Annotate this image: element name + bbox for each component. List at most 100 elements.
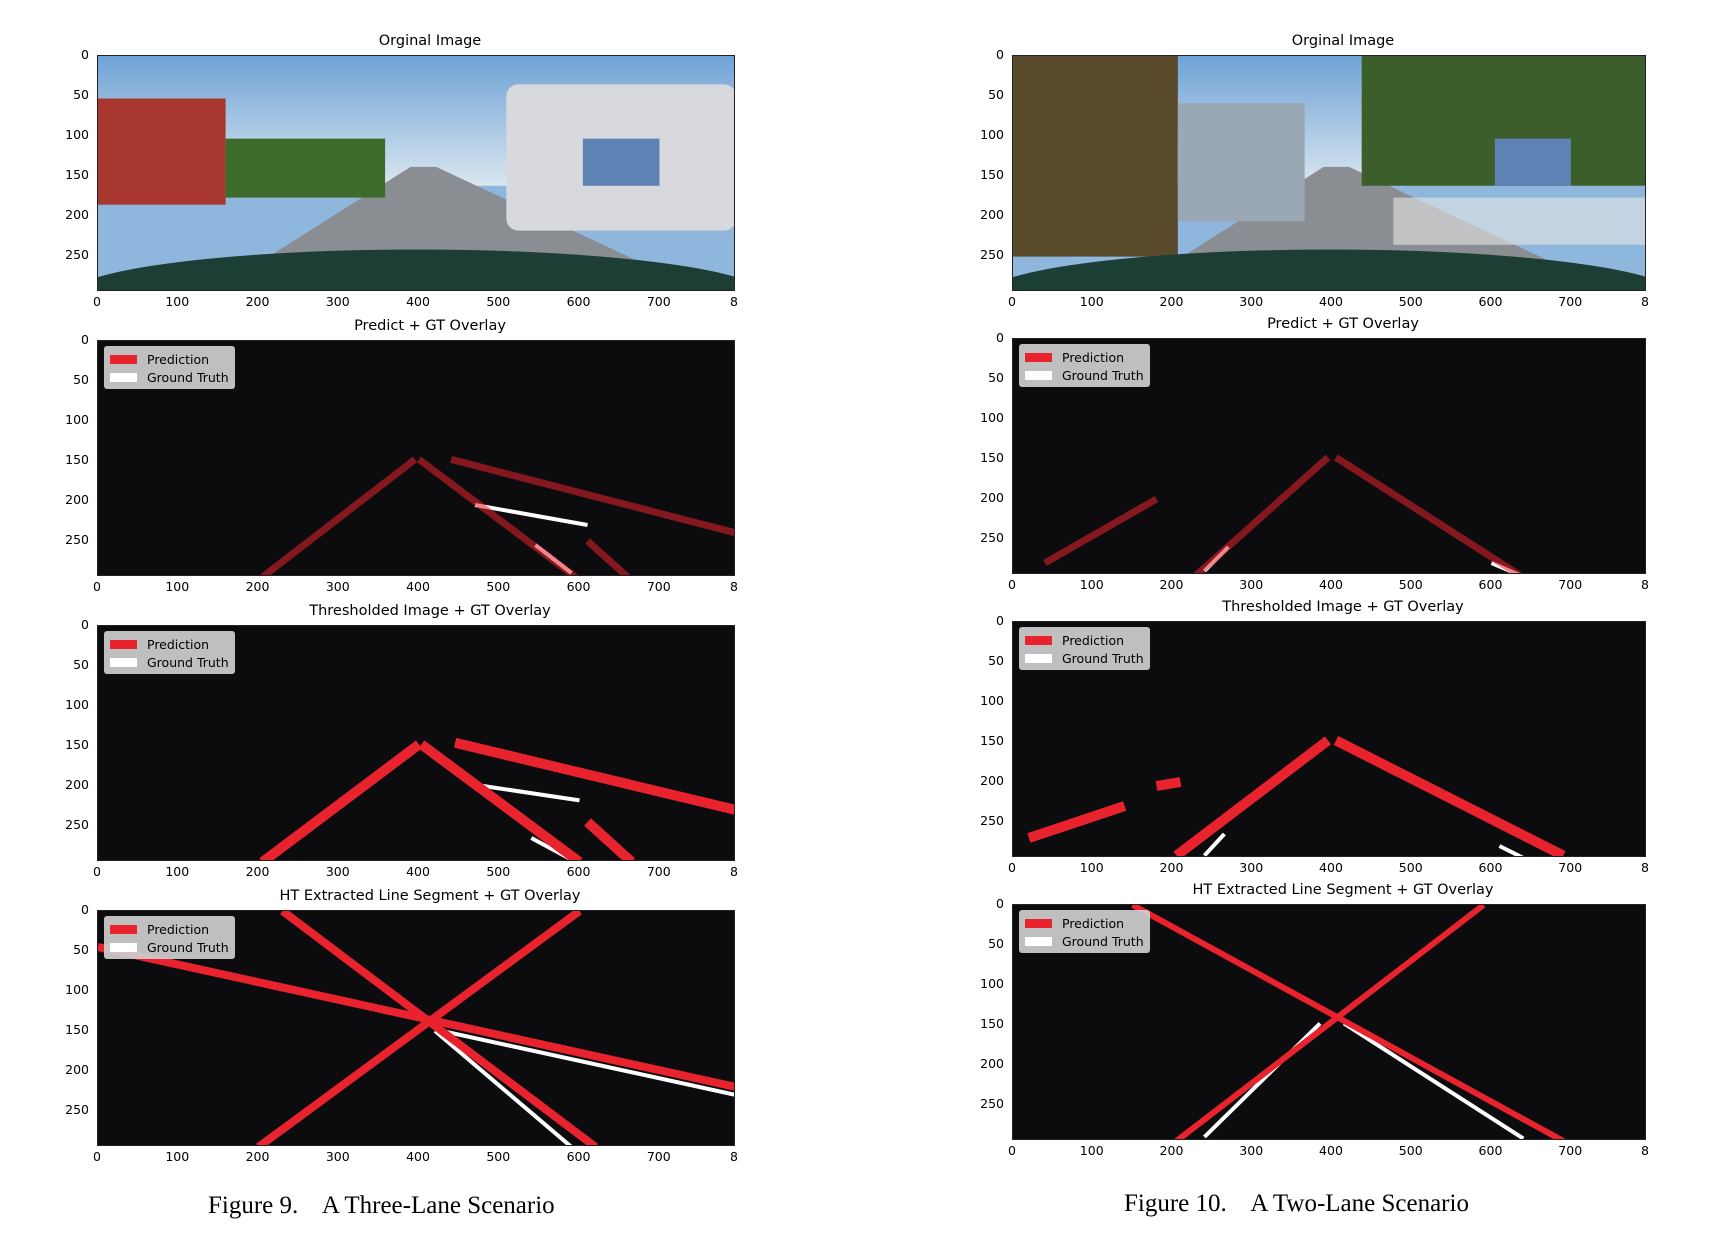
x-tick-label: 300 [1239,294,1264,309]
overlay-plot: Prediction Ground Truth [97,625,735,861]
x-tick-label: 700 [646,1149,671,1164]
x-tick-label: 8 [730,864,738,879]
legend-item-ground-truth: Ground Truth [110,938,229,956]
x-tick-label: 0 [93,294,101,309]
x-tick-label: 100 [165,1149,190,1164]
x-tick-label: 8 [730,294,738,309]
legend-item-ground-truth: Ground Truth [110,653,229,671]
ground-truth-lane [482,784,580,803]
ground-truth-swatch [110,372,137,382]
legend-label: Prediction [1062,915,1125,931]
legend-label: Ground Truth [1062,367,1144,383]
y-tick-label: 0 [81,902,89,917]
y-tick-label: 100 [980,693,1004,708]
y-tick-label: 100 [980,410,1004,425]
y-tick-label: 250 [65,532,89,547]
x-tick-label: 0 [1008,294,1016,309]
y-tick-label: 100 [980,976,1004,991]
x-tick-label: 200 [245,579,270,594]
x-tick-label: 0 [93,864,101,879]
x-tick-label: 300 [325,294,350,309]
ground-truth-lane [474,503,588,527]
x-tick-label: 0 [1008,860,1016,875]
y-tick-label: 100 [980,127,1004,142]
legend-label: Prediction [147,921,210,937]
plot-canvas [259,737,734,860]
x-tick-label: 300 [1239,1143,1264,1158]
legend-item-prediction: Prediction [110,350,229,368]
y-tick-label: 50 [73,657,89,672]
x-tick-label: 500 [1398,294,1423,309]
prediction-lane [280,911,598,1145]
x-tick-label: 100 [1079,577,1104,592]
panel-title: Orginal Image [1291,33,1395,49]
ground-truth-swatch [1025,936,1052,946]
x-tick-label: 400 [1319,1143,1343,1158]
y-tick-label: 0 [81,617,89,632]
x-tick-label: 8 [1641,577,1649,592]
x-tick-label: 200 [245,1149,270,1164]
y-tick-label: 200 [65,492,89,507]
x-tick-label: 400 [406,294,430,309]
prediction-lane [585,538,630,575]
x-tick-label: 400 [1319,577,1343,592]
panel-title: HT Extracted Line Segment + GT Overlay [1192,882,1494,898]
x-tick-label: 100 [1079,294,1104,309]
x-tick-label: 200 [1159,860,1184,875]
x-tick-label: 700 [1558,1143,1583,1158]
x-tick-label: 8 [730,579,738,594]
x-tick-label: 100 [165,579,190,594]
sign [582,138,660,186]
prediction-lane [1043,495,1159,567]
x-tick-label: 600 [1478,860,1503,875]
y-tick-label: 150 [65,167,89,182]
prediction-lane [1334,454,1522,573]
ground-truth-lane [433,1029,573,1145]
legend-label: Prediction [147,636,210,652]
panel-title: Orginal Image [378,33,482,49]
prediction-lane [453,737,734,815]
legend-item-prediction: Prediction [110,635,229,653]
prediction-lane [98,943,734,1091]
x-tick-label: 500 [486,579,511,594]
legend: Prediction Ground Truth [104,916,235,959]
legend-label: Ground Truth [1062,933,1144,949]
x-tick-label: 500 [1398,577,1423,592]
x-tick-label: 200 [1159,294,1184,309]
trees [225,138,386,198]
legend-item-prediction: Prediction [1025,631,1144,649]
legend-item-ground-truth: Ground Truth [110,368,229,386]
y-tick-label: 200 [65,777,89,792]
legend-label: Ground Truth [147,654,229,670]
x-tick-label: 500 [486,294,511,309]
y-tick-label: 200 [980,773,1004,788]
y-tick-label: 50 [73,87,89,102]
building [98,98,226,205]
x-tick-label: 700 [1558,577,1583,592]
bus-stop-panel [1013,56,1178,257]
ground-truth-swatch [110,942,137,952]
prediction-lane [259,740,423,860]
x-tick-label: 500 [486,864,511,879]
y-tick-label: 100 [65,412,89,427]
y-tick-label: 200 [65,1062,89,1077]
x-tick-label: 8 [1641,294,1649,309]
x-tick-label: 300 [1239,577,1264,592]
x-tick-label: 200 [245,864,270,879]
x-tick-label: 700 [646,294,671,309]
x-tick-label: 400 [406,1149,430,1164]
x-tick-label: 8 [1641,1143,1649,1158]
prediction-swatch [1025,352,1052,362]
plot-canvas [1131,905,1565,1139]
prediction-lane [260,456,418,575]
y-tick-label: 50 [988,936,1004,951]
prediction-lane [256,911,582,1145]
x-tick-label: 8 [1641,860,1649,875]
panel-title: Predict + GT Overlay [354,318,506,334]
x-tick-label: 700 [646,579,671,594]
x-tick-label: 100 [165,294,190,309]
x-tick-label: 400 [406,579,430,594]
y-tick-label: 250 [980,247,1004,262]
ground-truth-swatch [110,657,137,667]
y-tick-label: 250 [65,817,89,832]
